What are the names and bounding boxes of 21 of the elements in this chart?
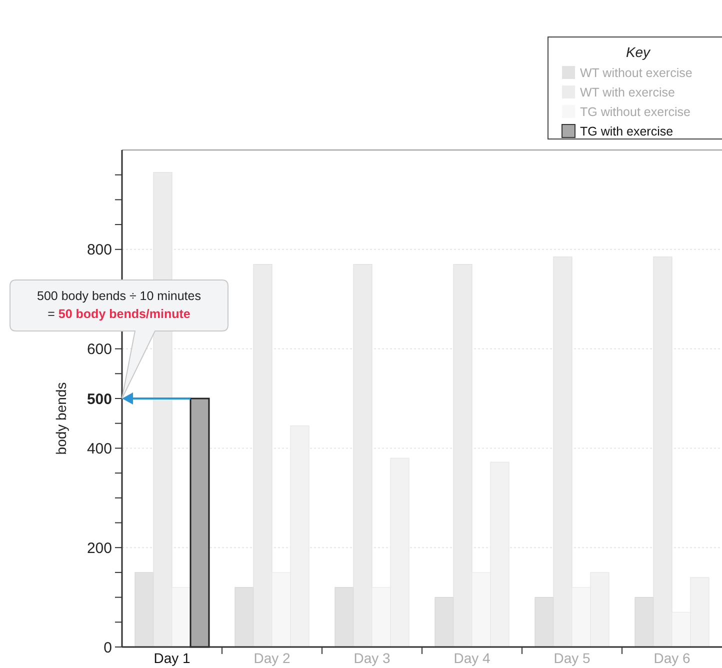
x-tick-label: Day 4	[454, 650, 490, 666]
x-tick-label: Day 2	[254, 650, 290, 666]
y-tick-label: 200	[86, 540, 112, 557]
x-tick-label: Day 3	[354, 650, 390, 666]
x-tick-label: Day 1	[154, 650, 190, 666]
y-tick-label: 600	[86, 341, 112, 358]
legend-label: WT without exercise	[580, 66, 692, 80]
bar	[190, 398, 210, 648]
legend-label: TG without exercise	[580, 105, 691, 119]
annotation: 500 body bends ÷ 10 minutes	[37, 289, 201, 303]
annotation: = 50 body bends/minute	[48, 307, 190, 321]
x-tick-label: Day 5	[554, 650, 590, 666]
y-tick-label: 500	[86, 390, 112, 408]
y-tick-label: 400	[86, 440, 112, 458]
y-axis-title: body bends	[53, 382, 69, 455]
y-tick-label: 0	[104, 639, 112, 656]
legend-label: WT with exercise	[580, 86, 675, 100]
legend-label: TG with exercise	[580, 124, 674, 138]
y-tick-label: 800	[86, 242, 112, 259]
legend-title: Key	[626, 44, 652, 60]
x-tick-label: Day 6	[654, 650, 690, 666]
